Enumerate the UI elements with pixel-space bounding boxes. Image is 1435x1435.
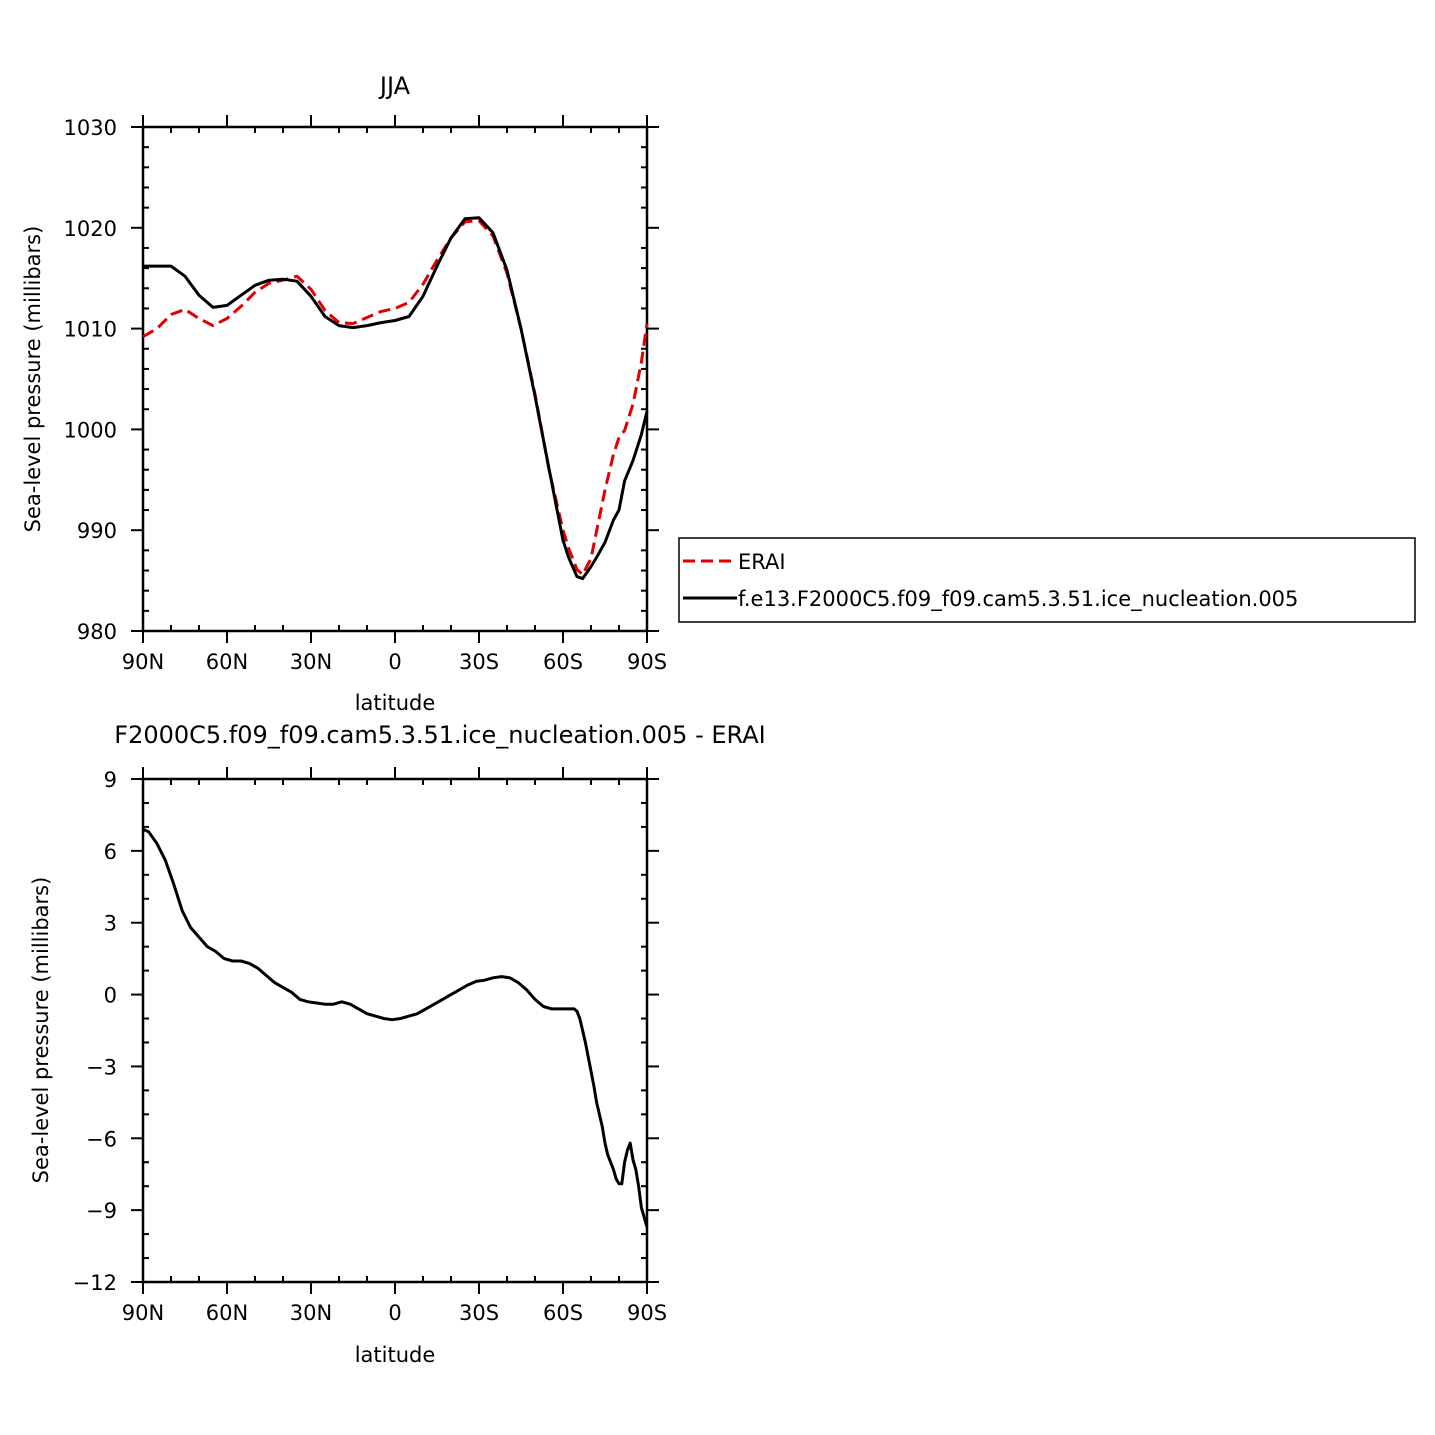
x-axis-title-top: latitude <box>355 691 436 715</box>
series-group-bottom <box>142 827 649 1228</box>
y-tick-label: 1030 <box>64 116 117 140</box>
x-tick-label: 0 <box>388 650 401 674</box>
y-tick-label: −3 <box>86 1055 117 1079</box>
y-tick-label: 990 <box>77 519 117 543</box>
x-tick-label: 90S <box>627 1301 667 1325</box>
top-panel: JJA 90N 60N 30N 0 30S 60S 90S 980 990 1000 1010 102… <box>21 72 667 715</box>
series-line-difference <box>142 827 649 1228</box>
bottom-panel: F2000C5.f09_f09.cam5.3.51.ice_nucleation… <box>29 721 766 1367</box>
x-axis-title-bottom: latitude <box>355 1343 436 1367</box>
series-line-model <box>143 216 649 581</box>
legend-label-erai: ERAI <box>738 550 786 574</box>
y-tick-label: 1000 <box>64 418 117 442</box>
y-axis-title-bottom: Sea-level pressure (millibars) <box>29 877 53 1184</box>
x-tick-label: 30N <box>290 1301 332 1325</box>
plot-frame <box>141 777 649 1284</box>
y-tick-label: −6 <box>86 1127 117 1151</box>
series-group-top <box>142 216 649 581</box>
y-tick-label: 1010 <box>64 318 117 342</box>
y-tick-label: −12 <box>73 1271 117 1295</box>
y-axis-title-top: Sea-level pressure (millibars) <box>21 226 45 533</box>
series-line-erai <box>142 219 649 577</box>
x-tick-label: 60S <box>543 1301 583 1325</box>
x-tick-label: 30S <box>459 1301 499 1325</box>
legend-label-model: f.e13.F2000C5.f09_f09.cam5.3.51.ice_nucl… <box>738 587 1298 612</box>
x-tick-label: 30N <box>290 650 332 674</box>
legend: ERAI f.e13.F2000C5.f09_f09.cam5.3.51.ice… <box>678 537 1416 623</box>
legend-frame <box>678 537 1416 623</box>
y-tick-label: 9 <box>104 768 117 792</box>
y-tick-label: 1020 <box>64 217 117 241</box>
x-tick-label: 90N <box>122 1301 164 1325</box>
plot-title-bottom: F2000C5.f09_f09.cam5.3.51.ice_nucleation… <box>114 721 765 749</box>
x-tick-label: 60S <box>543 650 583 674</box>
x-tick-label: 60N <box>206 1301 248 1325</box>
y-tick-label: 0 <box>104 984 117 1008</box>
x-tick-label: 30S <box>459 650 499 674</box>
axes-top: 90N 60N 30N 0 30S 60S 90S 980 990 1000 1010 1020 103… <box>64 115 667 674</box>
x-tick-label: 60N <box>206 650 248 674</box>
x-tick-label: 0 <box>388 1301 401 1325</box>
x-tick-label: 90S <box>627 650 667 674</box>
y-tick-label: 980 <box>77 620 117 644</box>
y-tick-label: −9 <box>86 1199 117 1223</box>
plot-title-top: JJA <box>378 72 411 100</box>
axes-bottom: 90N 60N 30N 0 30S 60S 90S −12 −9 −6 −3 0 3 6 9 <box>73 767 667 1325</box>
y-tick-label: 6 <box>104 840 117 864</box>
x-tick-label: 90N <box>122 650 164 674</box>
y-tick-label: 3 <box>104 912 117 936</box>
